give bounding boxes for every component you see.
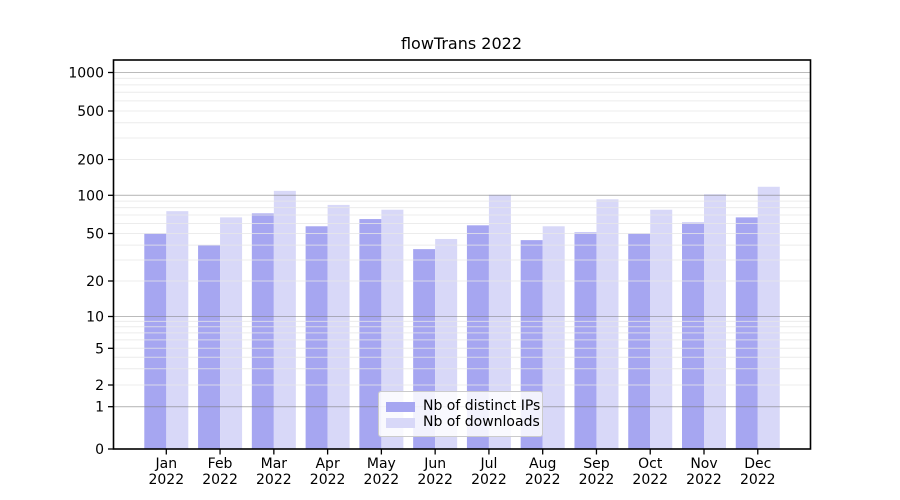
bar-distinct-ips	[682, 222, 704, 449]
x-tick-label-year: 2022	[202, 472, 238, 488]
x-tick-label: Jan	[155, 456, 178, 472]
legend: Nb of distinct IPs Nb of downloads	[378, 391, 543, 437]
x-tick-label-year: 2022	[525, 472, 561, 488]
x-tick-label: Nov	[690, 456, 717, 472]
y-tick-label: 1	[95, 400, 104, 416]
bar-downloads	[650, 209, 673, 449]
y-tick-label: 50	[86, 227, 104, 243]
y-tick-label: 5	[95, 341, 104, 357]
legend-label-distinct-ips: Nb of distinct IPs	[423, 398, 541, 414]
plot-border	[112, 59, 812, 450]
y-tick-label: 20	[86, 274, 104, 290]
y-tick-label: 1000	[68, 66, 104, 82]
y-tick-label: 100	[77, 188, 104, 204]
x-tick-label-year: 2022	[740, 472, 776, 488]
bar-distinct-ips	[198, 245, 221, 449]
y-tick-label: 0	[95, 442, 104, 458]
legend-item-downloads: Nb of downloads	[386, 415, 540, 430]
x-tick-label-year: 2022	[632, 472, 668, 488]
legend-item-distinct-ips: Nb of distinct IPs	[386, 399, 540, 414]
bar-distinct-ips	[305, 226, 328, 449]
bar-downloads	[757, 186, 780, 449]
x-tick-label: Feb	[208, 456, 233, 472]
x-tick-label: May	[367, 456, 396, 472]
bar-downloads	[596, 199, 619, 449]
legend-swatch-downloads	[386, 417, 415, 428]
bar-distinct-ips	[574, 232, 597, 449]
legend-label-downloads: Nb of downloads	[423, 414, 540, 430]
bar-downloads	[381, 209, 404, 449]
x-tick-label-year: 2022	[686, 472, 722, 488]
y-tick-label: 10	[86, 310, 104, 326]
x-tick-label-year: 2022	[417, 472, 453, 488]
x-tick-label-year: 2022	[579, 472, 615, 488]
bar-distinct-ips	[359, 219, 382, 449]
x-tick-label: Dec	[744, 456, 771, 472]
y-tick-label: 500	[77, 104, 104, 120]
y-tick-label: 200	[77, 153, 104, 169]
bar-downloads	[273, 190, 296, 449]
bar-distinct-ips	[628, 233, 651, 449]
chart-title: flowTrans 2022	[400, 34, 523, 53]
bar-downloads	[542, 226, 565, 449]
bar-downloads	[166, 211, 189, 449]
bar-distinct-ips	[144, 233, 167, 449]
x-tick-label-year: 2022	[471, 472, 507, 488]
x-tick-label: Apr	[315, 456, 339, 472]
x-tick-label: Jun	[423, 456, 446, 472]
x-tick-label: Sep	[583, 456, 610, 472]
y-tick-label: 2	[95, 378, 104, 394]
x-tick-label-year: 2022	[364, 472, 400, 488]
x-tick-label: Aug	[529, 456, 556, 472]
bar-distinct-ips	[251, 213, 274, 449]
legend-swatch-distinct-ips	[386, 401, 415, 412]
x-tick-label: Mar	[261, 456, 288, 472]
x-tick-label-year: 2022	[310, 472, 346, 488]
x-tick-label-year: 2022	[256, 472, 292, 488]
x-tick-label: Jul	[479, 456, 497, 472]
x-tick-label-year: 2022	[148, 472, 184, 488]
x-tick-label: Oct	[638, 456, 663, 472]
